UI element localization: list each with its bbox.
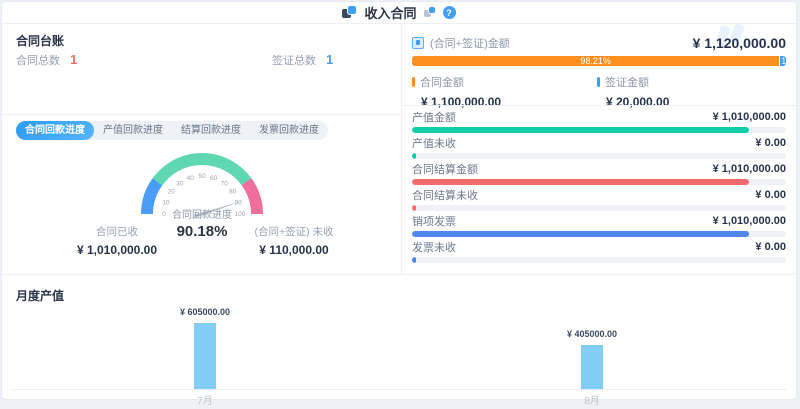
contract-amount-label: 合同金额 — [420, 77, 464, 89]
progress-track — [412, 153, 786, 159]
tab-output-collection[interactable]: 产值回款进度 — [94, 121, 172, 140]
row-value: ¥ 1,010,000.00 — [712, 162, 786, 175]
contract-amount-legend: 合同金额 ¥ 1,100,000.00 — [412, 74, 501, 109]
contract-amount-value: ¥ 1,100,000.00 — [421, 95, 502, 109]
bar-august — [581, 345, 603, 389]
total-amount-value: ¥ 1,120,000.00 — [692, 35, 786, 51]
svg-text:80: 80 — [229, 189, 237, 196]
list-item: 销项发票 ¥ 1,010,000.00 — [412, 213, 786, 239]
tab-invoice-collection[interactable]: 发票回款进度 — [250, 121, 328, 140]
row-label: 产值未收 — [412, 137, 456, 150]
ledger-title: 合同台账 — [16, 34, 65, 48]
svg-text:30: 30 — [176, 180, 184, 187]
progress-track — [412, 179, 786, 185]
row-label: 销项发票 — [412, 215, 456, 228]
list-item: 产值未收 ¥ 0.00 — [412, 135, 786, 161]
list-item: 发票未收 ¥ 0.00 — [412, 239, 786, 265]
row-label: 发票未收 — [412, 241, 456, 254]
bar-value-label: ¥ 405000.00 — [566, 329, 618, 339]
progress-fill — [412, 205, 416, 211]
svg-text:20: 20 — [168, 189, 176, 196]
svg-text:70: 70 — [221, 180, 229, 187]
x-tick-label: 8月 — [584, 396, 600, 407]
amount-stacked-bar: 98.21% 1.79% — [412, 56, 786, 66]
amount-doc-icon — [412, 37, 424, 49]
uncollected-label: (合同+签证) 未收 — [254, 226, 334, 238]
progress-track — [412, 231, 786, 237]
bar-value-label: ¥ 605000.00 — [179, 307, 231, 317]
contract-received-stat: 合同已收 ¥ 1,010,000.00 — [42, 224, 192, 257]
progress-fill — [412, 179, 750, 185]
tab-settlement-collection[interactable]: 结算回款进度 — [172, 121, 250, 140]
visa-count-value: 1 — [326, 52, 334, 67]
visa-amount-legend: 签证金额 ¥ 20,000.00 — [597, 74, 669, 109]
progress-track — [412, 205, 786, 211]
contract-received-label: 合同已收 — [96, 226, 138, 238]
visa-amount-label: 签证金额 — [605, 77, 649, 89]
section-divider — [2, 114, 401, 115]
amount-panel: (合同+签证)金额 ¥ 1,120,000.00 98.21% 1.79% 合同… — [402, 22, 796, 274]
visa-amount-value: ¥ 20,000.00 — [606, 95, 670, 109]
page-header: 收入合同 ? — [2, 2, 796, 24]
contract-count-stat: 合同总数 1 — [16, 52, 77, 68]
visa-count-label: 签证总数 — [272, 55, 316, 67]
progress-fill — [412, 153, 416, 159]
contract-count-value: 1 — [70, 52, 78, 67]
progress-tabs: 合同回款进度 产值回款进度 结算回款进度 发票回款进度 — [16, 121, 328, 140]
page-title: 收入合同 — [364, 6, 417, 21]
copy-icon[interactable] — [423, 7, 436, 18]
row-value: ¥ 0.00 — [755, 188, 786, 201]
contract-amount-segment: 98.21% — [412, 56, 780, 66]
x-axis-line — [12, 389, 786, 390]
visa-amount-segment: 1.79% — [780, 56, 786, 66]
list-item: 合同结算未收 ¥ 0.00 — [412, 187, 786, 213]
gauge-label: 合同回款进度 — [172, 210, 232, 221]
legend-marker — [597, 77, 600, 87]
svg-text:50: 50 — [198, 173, 206, 180]
x-tick-label: 7月 — [197, 396, 213, 407]
row-label: 合同结算未收 — [412, 189, 478, 202]
bar-group-july: ¥ 605000.00 7月 — [155, 275, 255, 407]
legend-marker — [412, 77, 415, 87]
uncollected-stat: (合同+签证) 未收 ¥ 110,000.00 — [214, 224, 374, 257]
progress-track — [412, 257, 786, 263]
tab-contract-collection[interactable]: 合同回款进度 — [16, 121, 94, 140]
svg-text:60: 60 — [210, 175, 218, 182]
contract-ledger-panel: 合同台账 合同总数 1 签证总数 1 合同回款进度 产值回款进度 结算回款进度 发票… — [2, 24, 402, 274]
row-label: 合同结算金额 — [412, 163, 478, 176]
amount-indicator-list: 产值金额 ¥ 1,010,000.00 产值未收 ¥ 0.00 合同结算金额 ¥ 1,… — [412, 109, 786, 265]
row-label: 产值金额 — [412, 111, 456, 124]
row-value: ¥ 0.00 — [755, 240, 786, 253]
svg-text:40: 40 — [187, 175, 195, 182]
row-value: ¥ 0.00 — [755, 136, 786, 149]
contract-received-value: ¥ 1,010,000.00 — [76, 243, 158, 257]
progress-fill — [412, 231, 750, 237]
contract-doc-icon — [342, 6, 357, 19]
row-value: ¥ 1,010,000.00 — [712, 110, 786, 123]
progress-fill — [412, 127, 750, 133]
help-icon[interactable]: ? — [442, 6, 456, 19]
bar-group-august: ¥ 405000.00 8月 — [542, 275, 642, 407]
total-amount-row: (合同+签证)金额 ¥ 1,120,000.00 — [412, 35, 786, 51]
monthly-output-section: 月度产值 ¥ 605000.00 7月 ¥ 405000.00 8月 — [2, 274, 796, 407]
section-divider — [402, 105, 796, 106]
uncollected-value: ¥ 110,000.00 — [259, 243, 329, 257]
progress-track — [412, 127, 786, 133]
list-item: 产值金额 ¥ 1,010,000.00 — [412, 109, 786, 135]
visa-count-stat: 签证总数 1 — [272, 52, 333, 68]
row-value: ¥ 1,010,000.00 — [712, 214, 786, 227]
list-item: 合同结算金额 ¥ 1,010,000.00 — [412, 161, 786, 187]
total-amount-label: (合同+签证)金额 — [430, 38, 510, 50]
gauge-value: 90.18% — [176, 223, 228, 240]
progress-fill — [412, 257, 416, 263]
monthly-title: 月度产值 — [16, 289, 65, 303]
contract-count-label: 合同总数 — [16, 55, 60, 67]
bar-july — [194, 323, 216, 389]
